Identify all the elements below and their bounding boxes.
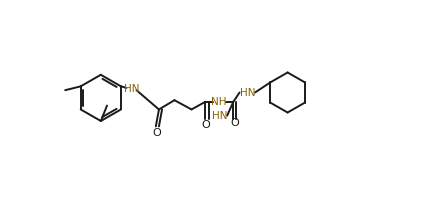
Text: HN: HN — [240, 88, 255, 97]
Text: O: O — [231, 118, 239, 128]
Text: HN: HN — [212, 111, 228, 121]
Text: HN: HN — [124, 84, 139, 94]
Text: O: O — [202, 120, 211, 130]
Text: O: O — [152, 127, 161, 138]
Text: NH: NH — [211, 97, 226, 107]
